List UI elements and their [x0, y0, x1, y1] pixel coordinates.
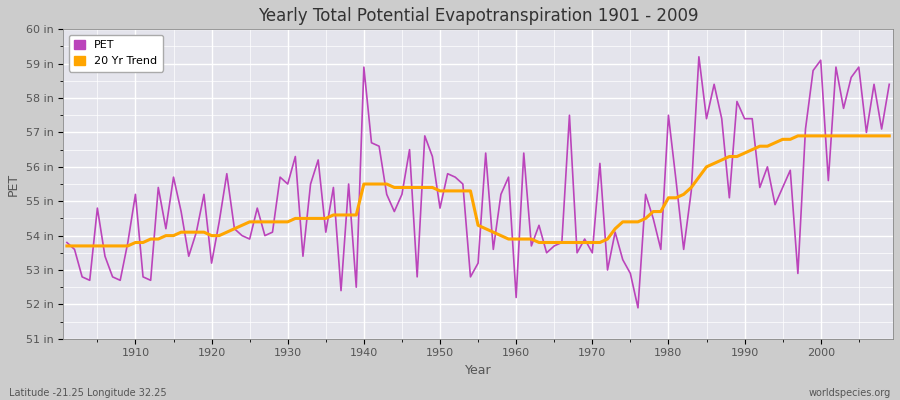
- Legend: PET, 20 Yr Trend: PET, 20 Yr Trend: [68, 35, 163, 72]
- Text: worldspecies.org: worldspecies.org: [809, 388, 891, 398]
- Y-axis label: PET: PET: [7, 172, 20, 196]
- Text: Latitude -21.25 Longitude 32.25: Latitude -21.25 Longitude 32.25: [9, 388, 166, 398]
- X-axis label: Year: Year: [464, 364, 491, 377]
- Title: Yearly Total Potential Evapotranspiration 1901 - 2009: Yearly Total Potential Evapotranspiratio…: [257, 7, 698, 25]
